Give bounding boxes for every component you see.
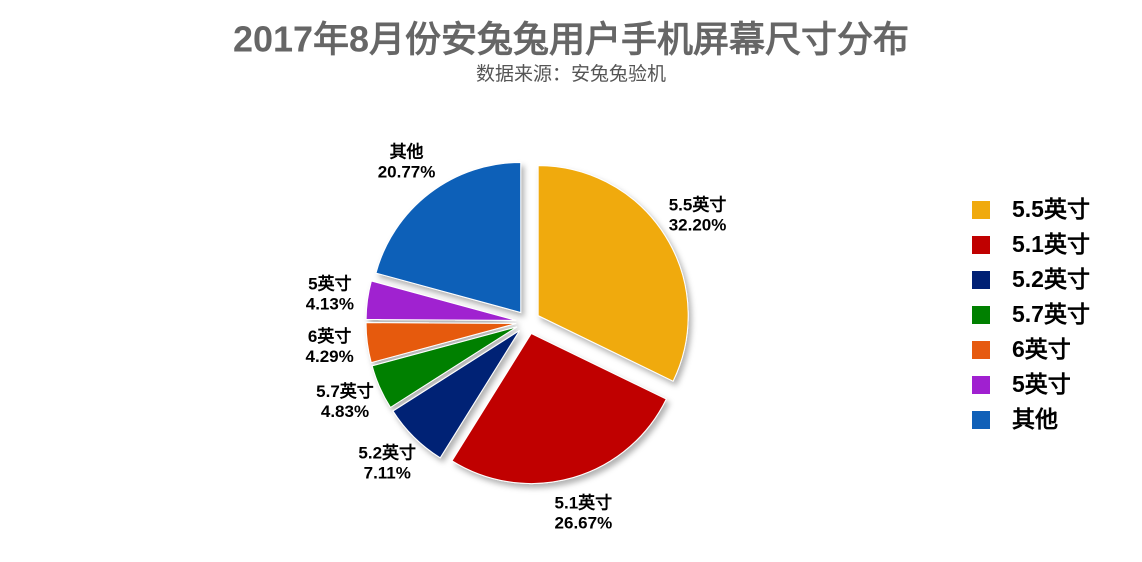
legend-label: 5英寸: [1012, 371, 1071, 397]
legend-swatch: [972, 306, 990, 324]
data-label-category: 5.1英寸: [555, 493, 613, 513]
data-label-value: 4.13%: [306, 294, 354, 313]
data-label-value: 26.67%: [555, 514, 613, 533]
legend-swatch: [972, 411, 990, 429]
legend-label: 6英寸: [1012, 336, 1071, 362]
chart-subtitle: 数据来源：安兔兔验机: [476, 63, 666, 85]
data-label-value: 32.20%: [669, 215, 727, 234]
data-label-value: 4.29%: [306, 347, 354, 366]
legend-swatch: [972, 236, 990, 254]
pie-slice: [365, 280, 517, 321]
data-label-value: 4.83%: [321, 402, 369, 421]
pie-slice: [371, 326, 518, 409]
data-label-category: 5.5英寸: [669, 194, 727, 214]
legend-label: 5.5英寸: [1012, 196, 1090, 222]
pie-slice: [451, 332, 667, 484]
data-label-category: 其他: [390, 142, 424, 162]
data-label-category: 6英寸: [308, 326, 351, 346]
pie-slice: [392, 330, 520, 459]
legend-swatch: [972, 201, 990, 219]
legend-swatch: [972, 341, 990, 359]
chart-title: 2017年8月份安兔兔用户手机屏幕尺寸分布: [233, 19, 909, 60]
data-label-value: 20.77%: [378, 163, 436, 182]
data-label-category: 5.7英寸: [316, 381, 374, 401]
legend-label: 5.7英寸: [1012, 301, 1090, 327]
legend-swatch: [972, 271, 990, 289]
pie-slice: [537, 165, 689, 382]
pie-slice: [375, 161, 522, 314]
data-label-category: 5英寸: [308, 273, 351, 293]
pie-slice: [365, 322, 517, 364]
pie: [365, 161, 689, 484]
legend-swatch: [972, 376, 990, 394]
legend-label: 5.1英寸: [1012, 231, 1090, 257]
legend-label: 5.2英寸: [1012, 266, 1090, 292]
legend-label: 其他: [1012, 406, 1058, 432]
data-label-value: 7.11%: [364, 464, 411, 483]
data-label-category: 5.2英寸: [358, 443, 416, 463]
